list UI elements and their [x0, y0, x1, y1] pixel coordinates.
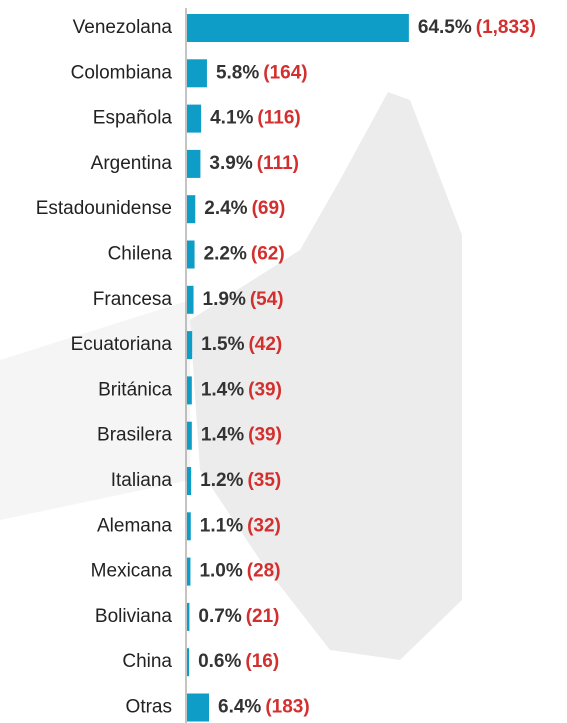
category-label: Venezolana: [73, 17, 173, 38]
value-label: 1.5%: [201, 334, 244, 355]
category-label: Ecuatoriana: [71, 334, 173, 355]
category-label: Italiana: [111, 470, 173, 491]
value-label: 4.1%: [210, 108, 253, 129]
value-label: 1.1%: [200, 515, 243, 536]
count-label: (54): [250, 289, 284, 310]
value-label: 2.4%: [204, 198, 247, 219]
value-label: 0.6%: [198, 651, 241, 672]
value-label: 1.4%: [201, 379, 244, 400]
bar: [187, 693, 210, 722]
value-label: 1.9%: [203, 289, 246, 310]
bar: [187, 512, 191, 541]
count-label: (116): [257, 108, 300, 129]
count-label: (164): [263, 62, 307, 83]
category-label: Colombiana: [71, 62, 173, 83]
category-label: Brasilera: [97, 425, 172, 446]
count-label: (39): [248, 379, 282, 400]
bar: [187, 376, 192, 405]
category-label: Boliviana: [95, 606, 173, 627]
category-label: Chilena: [108, 244, 173, 265]
bar: [187, 195, 196, 224]
value-label: 0.7%: [198, 606, 241, 627]
bar: [187, 285, 194, 314]
count-label: (1,833): [476, 17, 536, 38]
bar: [187, 331, 193, 360]
category-label: Francesa: [93, 289, 173, 310]
bar: [187, 104, 202, 133]
count-label: (62): [251, 244, 285, 265]
category-label: Alemana: [97, 515, 172, 536]
bar: [187, 557, 191, 586]
bar: [187, 602, 190, 631]
bar: [187, 467, 192, 495]
value-label: 3.9%: [209, 153, 252, 174]
value-label: 64.5%: [418, 17, 472, 38]
background-shape: [190, 92, 462, 660]
count-label: (21): [246, 606, 280, 627]
category-label: Británica: [98, 379, 172, 400]
category-label: Mexicana: [91, 561, 173, 582]
category-label: Argentina: [91, 153, 173, 174]
count-label: (69): [252, 198, 286, 219]
value-label: 6.4%: [218, 697, 261, 718]
value-label: 2.2%: [204, 244, 247, 265]
count-label: (39): [248, 425, 282, 446]
count-label: (111): [257, 153, 299, 174]
bar: [187, 240, 195, 269]
bar: [187, 149, 201, 178]
bar: [187, 14, 409, 42]
count-label: (32): [247, 515, 281, 536]
value-label: 1.4%: [201, 425, 244, 446]
bar: [187, 421, 192, 450]
value-label: 1.2%: [200, 470, 243, 491]
bar: [187, 59, 207, 88]
count-label: (183): [265, 697, 309, 718]
count-label: (35): [247, 470, 281, 491]
value-label: 5.8%: [216, 62, 259, 83]
background-shape: [0, 300, 190, 520]
count-label: (42): [248, 334, 282, 355]
category-label: China: [122, 651, 172, 672]
value-label: 1.0%: [199, 561, 242, 582]
count-label: (28): [247, 561, 281, 582]
category-label: Estadounidense: [36, 198, 172, 219]
count-label: (16): [245, 651, 279, 672]
category-label: Otras: [126, 697, 172, 718]
bar: [187, 648, 190, 677]
category-label: Española: [93, 108, 173, 129]
